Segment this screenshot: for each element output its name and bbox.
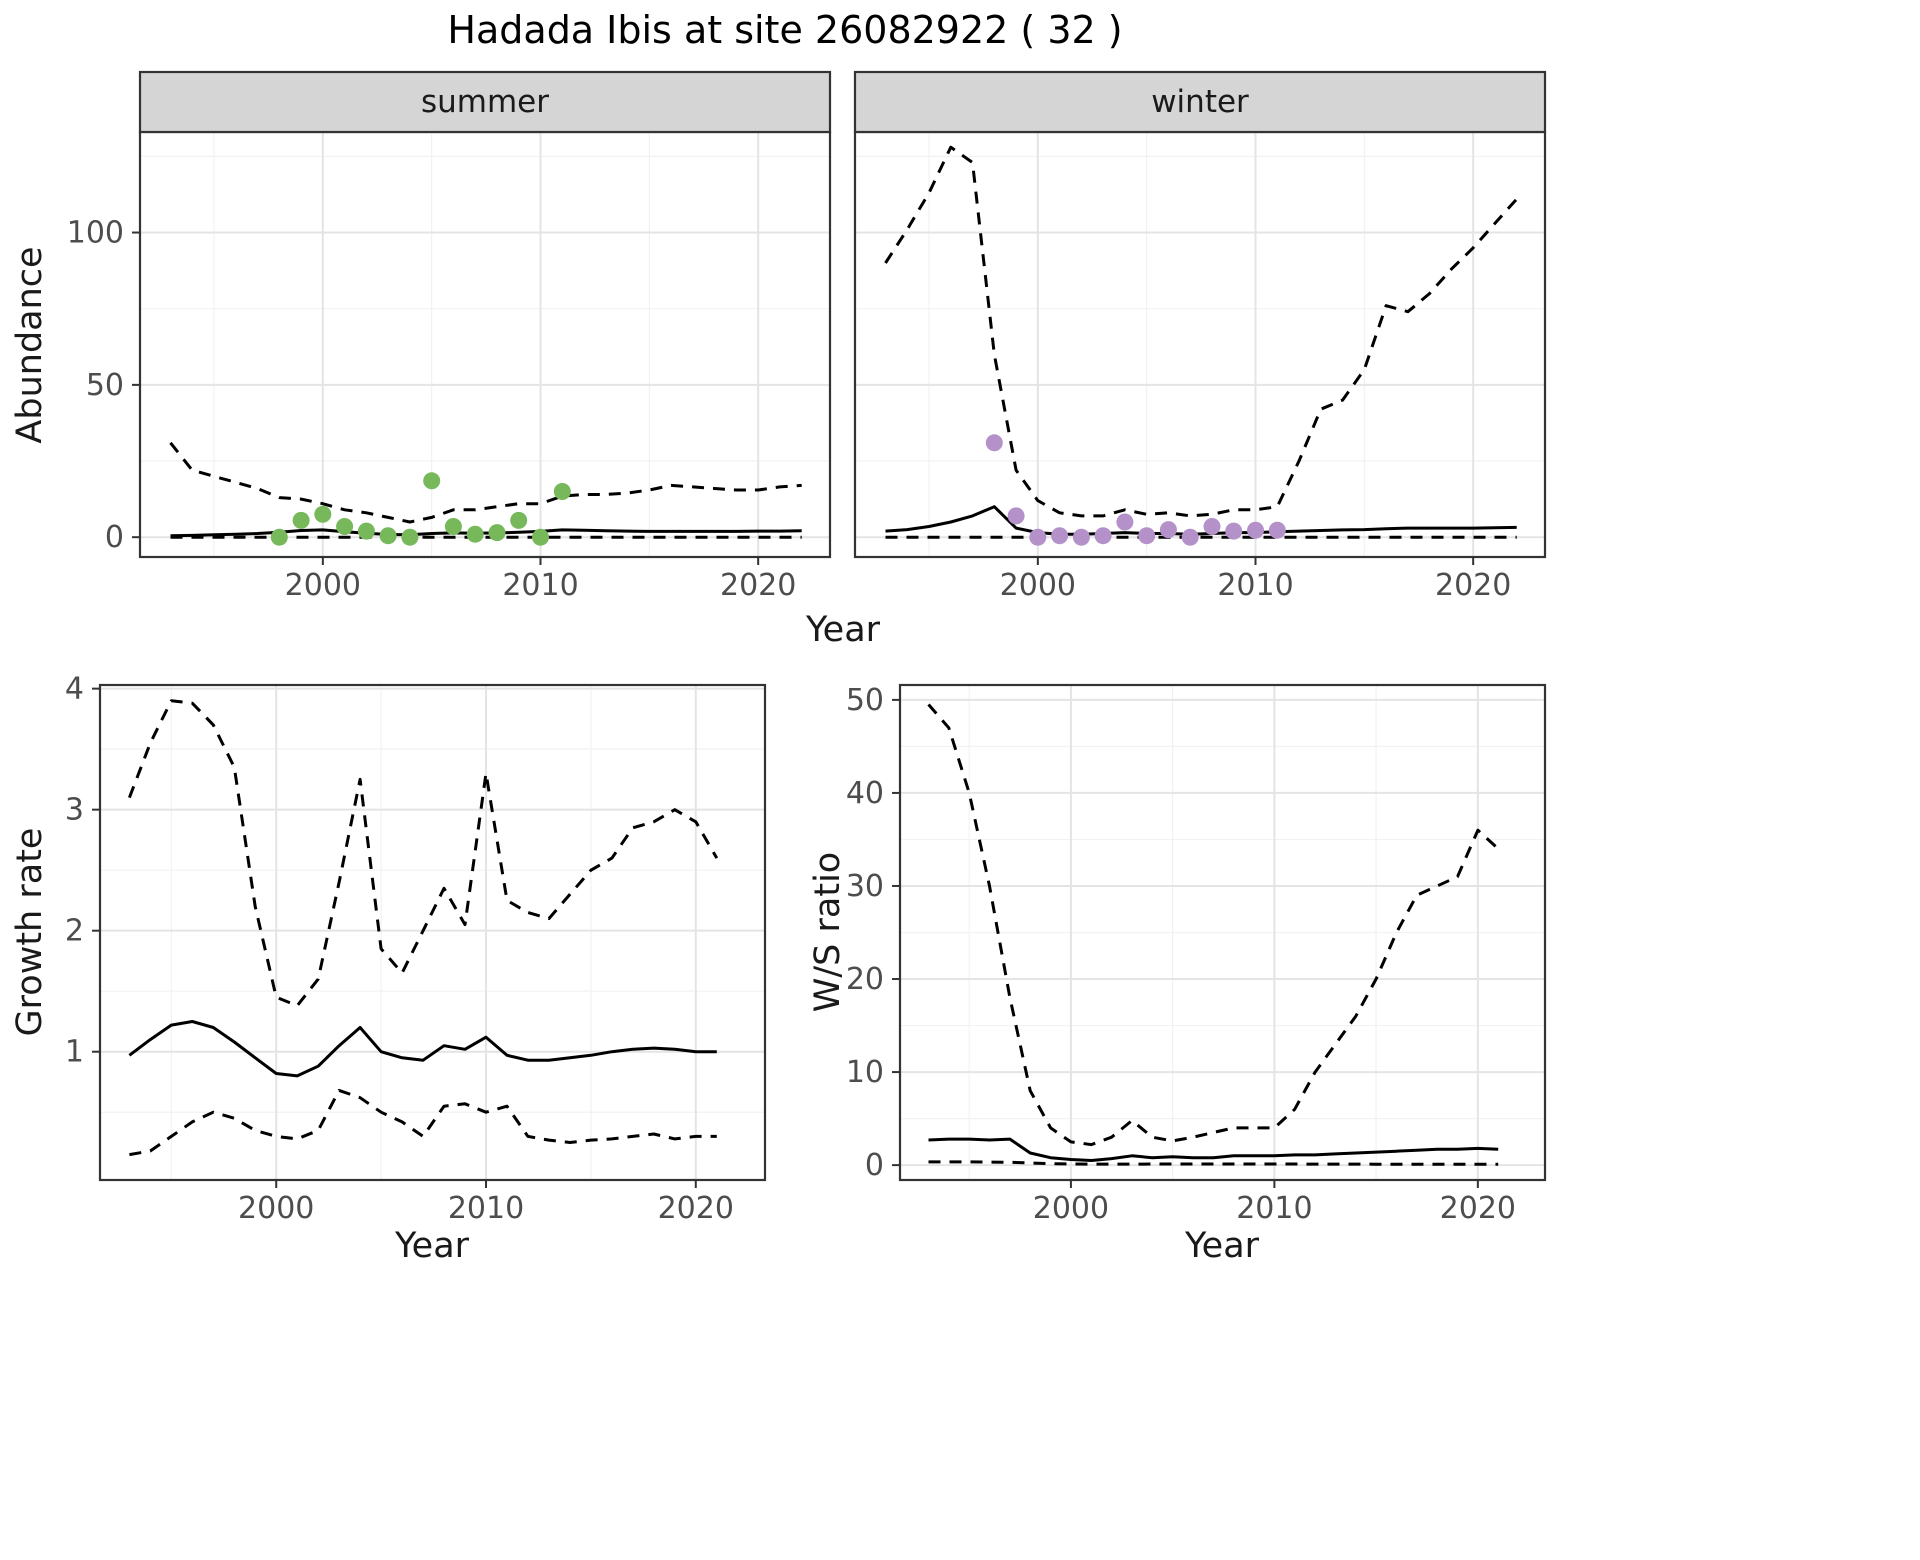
point-observed_counts	[1181, 528, 1199, 546]
x-tick-label: 2000	[1033, 1191, 1109, 1226]
y-tick-label: 30	[846, 869, 884, 904]
point-observed_counts	[1029, 528, 1047, 546]
y-tick-label: 1	[65, 1035, 84, 1070]
facet-strip	[138, 70, 832, 134]
x-tick-label: 2010	[502, 568, 578, 603]
point-observed_counts	[1203, 518, 1221, 535]
point-observed_counts	[1247, 521, 1264, 539]
x-tick-label: 2010	[448, 1191, 524, 1226]
point-observed_counts	[985, 434, 1003, 452]
x-tick-label: 2000	[285, 568, 361, 603]
y-tick-label: 3	[65, 793, 84, 828]
point-observed_counts	[553, 483, 571, 500]
point-observed_counts	[357, 522, 375, 540]
point-observed_counts	[466, 525, 484, 543]
x-tick-label: 2020	[720, 568, 796, 603]
panel-abundance_summer: 2000 2010 2020 0 50 100	[67, 70, 832, 603]
point-observed_counts	[1159, 521, 1177, 539]
y-tick-label: 20	[846, 962, 884, 997]
point-observed_counts	[401, 528, 419, 546]
x-axis-title-year-top: Year	[805, 610, 881, 650]
series-median	[928, 1137, 1499, 1162]
x-tick-label: 2020	[1435, 568, 1511, 603]
series-upper_ci	[169, 441, 802, 524]
x-tick-label: 2000	[238, 1191, 314, 1226]
series-upper_ci	[884, 145, 1518, 518]
point-observed_counts	[314, 505, 332, 523]
point-observed_counts	[1116, 513, 1134, 531]
y-tick-label: 10	[846, 1055, 884, 1090]
x-tick-label: 2010	[1217, 568, 1293, 603]
figure-title: Hadada Ibis at site 26082922 ( 32 )	[447, 8, 1123, 52]
facet-strip-label-winter: winter	[1151, 84, 1249, 120]
point-observed_counts	[292, 511, 310, 529]
point-observed_counts	[379, 527, 397, 545]
point-observed_counts	[444, 518, 462, 535]
point-observed_counts	[336, 518, 354, 535]
x-tick-label: 2020	[1440, 1191, 1516, 1226]
panel-ws_ratio: 2000 2010 2020 0 10 20 30 40 50	[846, 683, 1547, 1226]
series-median	[128, 1020, 717, 1078]
panel-abundance_winter: 2000 2010 2020	[853, 70, 1547, 603]
point-observed_counts	[1007, 507, 1025, 525]
point-observed_counts	[1268, 521, 1286, 539]
facet-strip-label-summer: summer	[420, 84, 549, 120]
series-median	[885, 505, 1517, 536]
point-observed_counts	[423, 472, 441, 490]
y-tick-label: 0	[105, 520, 124, 555]
y-tick-label: 2	[65, 914, 84, 949]
x-axis-title-year-ws: Year	[1184, 1226, 1260, 1266]
y-axis-title-abundance: Abundance	[10, 246, 50, 444]
y-axis-title-growth-rate: Growth rate	[10, 827, 50, 1037]
series-upper_ci	[127, 699, 719, 1008]
point-observed_counts	[488, 524, 506, 542]
point-observed_counts	[1225, 522, 1243, 540]
x-tick-label: 2000	[1000, 568, 1076, 603]
x-tick-label: 2010	[1236, 1191, 1312, 1226]
y-tick-label: 100	[67, 216, 124, 251]
x-axis-title-year-growth: Year	[394, 1226, 470, 1266]
facet-strip	[853, 70, 1547, 134]
y-tick-label: 50	[86, 368, 124, 403]
series-lower_ci	[129, 1088, 717, 1157]
series-upper_ci	[927, 703, 1500, 1147]
point-observed_counts	[1072, 528, 1090, 546]
x-tick-label: 2020	[658, 1191, 734, 1226]
y-tick-label: 40	[846, 776, 884, 811]
y-tick-label: 4	[65, 672, 84, 707]
point-observed_counts	[532, 528, 549, 546]
y-axis-title-ws-ratio: W/S ratio	[808, 851, 848, 1013]
y-tick-label: 0	[865, 1148, 884, 1183]
point-observed_counts	[510, 511, 528, 529]
point-observed_counts	[1051, 527, 1069, 545]
point-observed_counts	[1094, 527, 1112, 545]
panel-growth_rate: 2000 2010 2020 1 2 3 4	[65, 672, 767, 1226]
point-observed_counts	[1138, 527, 1156, 545]
point-observed_counts	[270, 528, 288, 546]
y-tick-label: 50	[846, 683, 884, 718]
